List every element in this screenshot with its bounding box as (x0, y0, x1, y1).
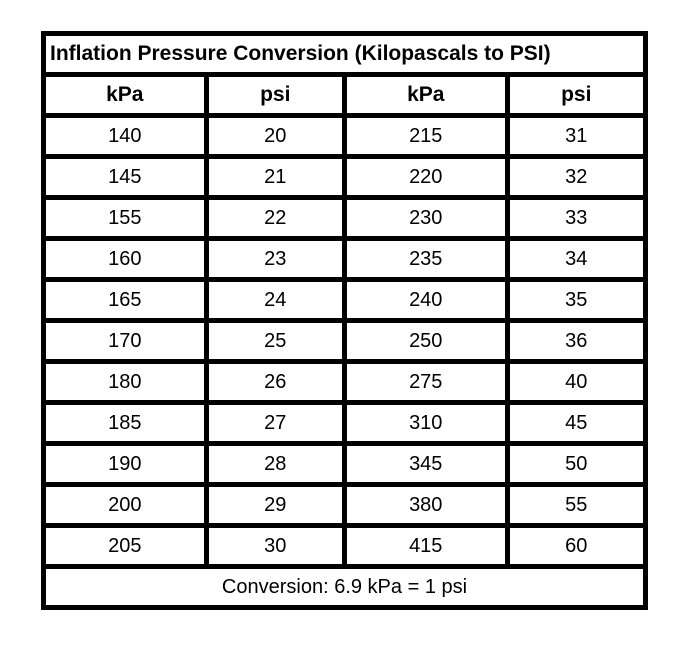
table-row: 165 24 240 35 (41, 277, 649, 323)
psi-value-cell: 26 (203, 359, 347, 405)
psi-value-cell: 29 (203, 482, 347, 528)
kpa-value-cell: 235 (341, 236, 510, 282)
psi-value-cell: 32 (504, 154, 649, 200)
table-title: Inflation Pressure Conversion (Kilopasca… (41, 31, 648, 77)
psi-value-cell: 25 (203, 318, 347, 364)
psi-value-cell: 33 (504, 195, 649, 241)
table-row: 180 26 275 40 (41, 359, 649, 405)
column-header-row: kPa psi kPa psi (41, 72, 649, 118)
kpa-value-cell: 240 (341, 277, 510, 323)
psi-value-cell: 35 (504, 277, 649, 323)
psi-value-cell: 24 (203, 277, 347, 323)
psi-value-cell: 31 (504, 113, 649, 159)
psi-value-cell: 22 (203, 195, 347, 241)
psi-value-cell: 23 (203, 236, 347, 282)
kpa-value-cell: 310 (341, 400, 510, 446)
conversion-note: Conversion: 6.9 kPa = 1 psi (41, 564, 648, 610)
kpa-value-cell: 165 (41, 277, 209, 323)
kpa-value-cell: 345 (341, 441, 510, 487)
kpa-value-cell: 140 (41, 113, 209, 159)
footer-row: Conversion: 6.9 kPa = 1 psi (41, 564, 648, 610)
column-header-psi-left: psi (203, 72, 347, 118)
psi-value-cell: 40 (504, 359, 649, 405)
psi-value-cell: 20 (203, 113, 347, 159)
psi-value-cell: 55 (504, 482, 649, 528)
psi-value-cell: 36 (504, 318, 649, 364)
kpa-value-cell: 170 (41, 318, 209, 364)
kpa-value-cell: 275 (341, 359, 510, 405)
table-row: 200 29 380 55 (41, 482, 649, 528)
kpa-value-cell: 200 (41, 482, 209, 528)
kpa-value-cell: 250 (341, 318, 510, 364)
table-row: 170 25 250 36 (41, 318, 649, 364)
column-header-kpa-right: kPa (341, 72, 510, 118)
title-row: Inflation Pressure Conversion (Kilopasca… (41, 31, 648, 77)
table-row: 190 28 345 50 (41, 441, 649, 487)
psi-value-cell: 30 (203, 523, 347, 569)
kpa-value-cell: 205 (41, 523, 209, 569)
psi-value-cell: 28 (203, 441, 347, 487)
kpa-value-cell: 220 (341, 154, 510, 200)
table-row: 155 22 230 33 (41, 195, 649, 241)
kpa-value-cell: 415 (341, 523, 510, 569)
psi-value-cell: 60 (504, 523, 649, 569)
table-row: 140 20 215 31 (41, 113, 649, 159)
psi-value-cell: 50 (504, 441, 649, 487)
table-row: 185 27 310 45 (41, 400, 649, 446)
inflation-pressure-conversion-table: Inflation Pressure Conversion (Kilopasca… (41, 31, 649, 610)
column-header-kpa-left: kPa (41, 72, 209, 118)
kpa-value-cell: 145 (41, 154, 209, 200)
kpa-value-cell: 215 (341, 113, 510, 159)
table-row: 160 23 235 34 (41, 236, 649, 282)
table-row: 205 30 415 60 (41, 523, 649, 569)
kpa-value-cell: 180 (41, 359, 209, 405)
kpa-value-cell: 160 (41, 236, 209, 282)
kpa-value-cell: 185 (41, 400, 209, 446)
kpa-value-cell: 190 (41, 441, 209, 487)
table-row: 145 21 220 32 (41, 154, 649, 200)
psi-value-cell: 45 (504, 400, 649, 446)
kpa-value-cell: 230 (341, 195, 510, 241)
psi-value-cell: 21 (203, 154, 347, 200)
psi-value-cell: 34 (504, 236, 649, 282)
kpa-value-cell: 380 (341, 482, 510, 528)
kpa-value-cell: 155 (41, 195, 209, 241)
column-header-psi-right: psi (504, 72, 649, 118)
psi-value-cell: 27 (203, 400, 347, 446)
